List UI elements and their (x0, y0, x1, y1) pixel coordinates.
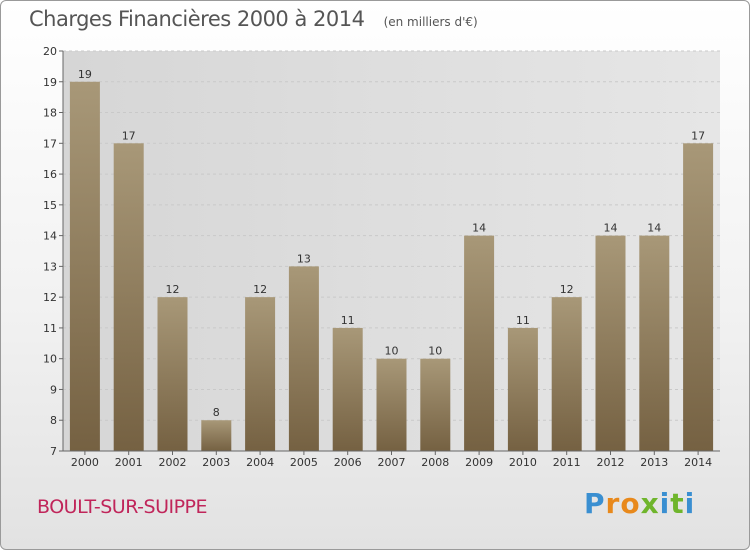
axes: 7 8 9 10 11 12 13 14 15 16 17 18 19 20 2000 2001 2002 200… (43, 45, 720, 469)
chart-title: Charges Financières 2000 à 2014 (29, 7, 365, 31)
data-label: 17 (691, 129, 705, 142)
y-tick-label: 16 (43, 168, 57, 181)
x-tick-label: 2010 (509, 456, 537, 469)
bars: 19 17 12 8 12 13 11 10 10 14 11 12 14 14 17 (69, 68, 714, 452)
data-label: 17 (122, 129, 136, 142)
logo-letter: r (605, 487, 621, 520)
bar-2010 (507, 327, 538, 451)
y-tick-label: 8 (50, 414, 57, 427)
y-tick-label: 15 (43, 199, 57, 212)
data-label: 12 (560, 283, 574, 296)
x-tick-label: 2012 (597, 456, 625, 469)
data-label: 10 (385, 345, 399, 358)
data-label: 14 (472, 222, 486, 235)
x-tick-label: 2006 (334, 456, 362, 469)
y-tick-label: 9 (50, 383, 57, 396)
logo-letter: t (670, 487, 685, 520)
bar-2006 (332, 327, 363, 451)
data-label: 8 (213, 406, 220, 419)
bar-2012 (595, 235, 626, 451)
x-tick-label: 2000 (71, 456, 99, 469)
bar-2003 (201, 420, 232, 451)
data-label: 11 (341, 314, 355, 327)
bar-2011 (551, 297, 582, 451)
x-tick-label: 2013 (640, 456, 668, 469)
bar-2001 (113, 143, 144, 452)
x-tick-label: 2008 (421, 456, 449, 469)
title-row: Charges Financières 2000 à 2014 (en mill… (29, 7, 478, 31)
bar-2000 (69, 81, 100, 452)
y-tick-label: 11 (43, 322, 57, 335)
x-tick-label: 2001 (115, 456, 143, 469)
logo-letter: x (640, 487, 660, 520)
y-tick-label: 13 (43, 260, 57, 273)
y-tick-label: 20 (43, 45, 57, 58)
commune-name: BOULT-SUR-SUIPPE (37, 496, 208, 518)
x-tick-label: 2009 (465, 456, 493, 469)
y-tick-label: 18 (43, 107, 57, 120)
data-label: 10 (428, 345, 442, 358)
data-label: 14 (647, 222, 661, 235)
x-tick-label: 2003 (202, 456, 230, 469)
logo-letter: i (659, 487, 671, 520)
x-tick-label: 2007 (378, 456, 406, 469)
y-tick-label: 14 (43, 230, 57, 243)
y-tick-label: 10 (43, 353, 57, 366)
chart-subtitle: (en milliers d'€) (383, 15, 478, 29)
x-tick-label: 2014 (684, 456, 712, 469)
data-label: 12 (166, 283, 180, 296)
bar-2005 (288, 266, 319, 451)
data-label: 12 (253, 283, 267, 296)
bar-2004 (245, 297, 276, 451)
x-tick-label: 2002 (159, 456, 187, 469)
bar-2007 (376, 358, 407, 451)
logo-letter: o (620, 487, 641, 520)
bar-2002 (157, 297, 188, 451)
data-label: 13 (297, 252, 311, 265)
bar-2009 (464, 235, 495, 451)
proxiti-logo: Proxiti (584, 487, 695, 520)
data-label: 14 (604, 222, 618, 235)
logo-letter: i (684, 487, 696, 520)
x-tick-label: 2011 (553, 456, 581, 469)
y-tick-label: 19 (43, 76, 57, 89)
x-tick-label: 2005 (290, 456, 318, 469)
data-label: 19 (78, 68, 92, 81)
bar-2008 (420, 358, 451, 451)
data-label: 11 (516, 314, 530, 327)
bar-2013 (639, 235, 670, 451)
x-tick-label: 2004 (246, 456, 274, 469)
y-tick-label: 12 (43, 291, 57, 304)
y-tick-label: 7 (50, 445, 57, 458)
logo-letter: P (584, 487, 606, 520)
bar-2014 (683, 143, 714, 452)
y-tick-label: 17 (43, 137, 57, 150)
